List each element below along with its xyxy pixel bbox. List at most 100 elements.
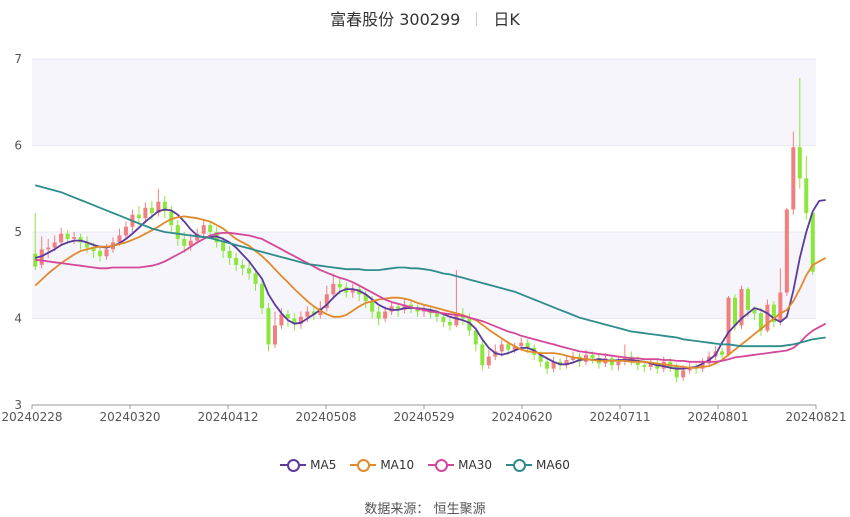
candle — [758, 308, 763, 336]
period-label: 日K — [493, 10, 520, 29]
candle-body — [247, 268, 252, 274]
candle — [616, 356, 621, 371]
candle-body — [486, 356, 491, 366]
candle-body — [337, 283, 342, 288]
candle-body — [480, 344, 485, 366]
legend-label: MA10 — [380, 458, 415, 472]
candle-body — [564, 360, 569, 366]
candle-body — [292, 318, 297, 324]
candle — [797, 78, 802, 189]
candle-body — [726, 297, 731, 355]
candle — [247, 261, 252, 280]
candle — [784, 207, 789, 297]
candle-body — [324, 294, 329, 309]
legend-item-ma60[interactable]: MA60 — [506, 458, 570, 472]
x-tick-label: 20240320 — [99, 410, 160, 424]
candle-body — [590, 354, 595, 359]
legend-item-ma30[interactable]: MA30 — [428, 458, 492, 472]
candle-body — [285, 314, 290, 319]
candle-body — [434, 313, 439, 317]
candle — [441, 313, 446, 328]
candle — [376, 306, 381, 326]
candle-body — [758, 313, 763, 331]
candle-body — [240, 264, 245, 269]
candle — [486, 349, 491, 369]
legend-marker-icon — [506, 458, 533, 472]
candle-body — [674, 366, 679, 378]
y-tick-label: 7 — [14, 52, 22, 66]
candle — [739, 285, 744, 329]
candle — [564, 354, 569, 369]
ma-line-ma10 — [34, 215, 827, 369]
legend-label: MA30 — [458, 458, 493, 472]
x-tick-label: 20240801 — [687, 410, 748, 424]
legend-item-ma5[interactable]: MA5 — [280, 458, 336, 472]
y-tick-label: 6 — [14, 139, 22, 153]
candle-body — [305, 311, 310, 317]
candle-body — [65, 233, 70, 239]
candle-body — [266, 308, 271, 345]
legend-item-ma10[interactable]: MA10 — [350, 458, 414, 472]
y-axis: 3 4 5 6 7 — [14, 52, 22, 412]
ma-lines — [34, 184, 827, 370]
candle-body — [52, 242, 57, 248]
candle — [143, 202, 148, 224]
candle — [473, 327, 478, 352]
candle — [98, 245, 103, 262]
candle-body — [765, 304, 770, 331]
chart-title: 富春股份 300299 日K — [0, 6, 850, 30]
candle-body — [363, 294, 368, 302]
candle — [447, 318, 452, 331]
x-tick-label: 20240529 — [393, 410, 454, 424]
x-tick-label: 20240228 — [1, 410, 62, 424]
source-value: 恒生聚源 — [433, 502, 486, 517]
candle — [791, 131, 796, 215]
candle-body — [441, 316, 446, 322]
candle-body — [732, 297, 738, 326]
candle-body — [331, 283, 336, 295]
candle-body — [85, 242, 90, 248]
candle-body — [376, 311, 381, 319]
candle-body — [188, 240, 193, 246]
candle-body — [771, 304, 776, 322]
candle-body — [91, 247, 96, 252]
candle-body — [279, 314, 284, 326]
candle-body — [350, 289, 355, 293]
candle-body — [810, 212, 815, 272]
candle — [201, 219, 206, 239]
candle — [331, 273, 336, 300]
candle — [253, 268, 258, 291]
candle — [480, 339, 485, 371]
candle-body — [143, 207, 148, 219]
candle — [765, 299, 770, 333]
x-tick-label: 20240821 — [785, 410, 846, 424]
candle-body — [642, 365, 647, 367]
candle-body — [156, 201, 161, 213]
candle-body — [804, 178, 809, 213]
candle — [285, 309, 290, 328]
candle — [59, 227, 64, 246]
candle-body — [551, 361, 556, 369]
candle-body — [616, 361, 621, 366]
legend-label: MA5 — [310, 458, 337, 472]
candle-body — [182, 238, 187, 246]
candle — [266, 302, 271, 352]
candle-body — [791, 147, 796, 210]
candle-body — [499, 344, 504, 352]
candle-body — [370, 301, 375, 312]
candle-body — [519, 342, 524, 347]
candle-body — [46, 247, 51, 250]
candle — [260, 278, 265, 315]
candle-body — [104, 249, 109, 257]
candle — [227, 245, 232, 265]
candle-body — [272, 325, 277, 345]
candle-body — [784, 209, 789, 293]
candle — [551, 356, 556, 373]
candle-body — [149, 207, 154, 213]
candle — [804, 155, 809, 220]
candle — [279, 308, 284, 329]
candle-body — [59, 233, 64, 243]
grid-band — [32, 59, 816, 146]
candle-body — [208, 225, 213, 232]
data-source: 数据来源： 恒生聚源 — [0, 498, 850, 517]
